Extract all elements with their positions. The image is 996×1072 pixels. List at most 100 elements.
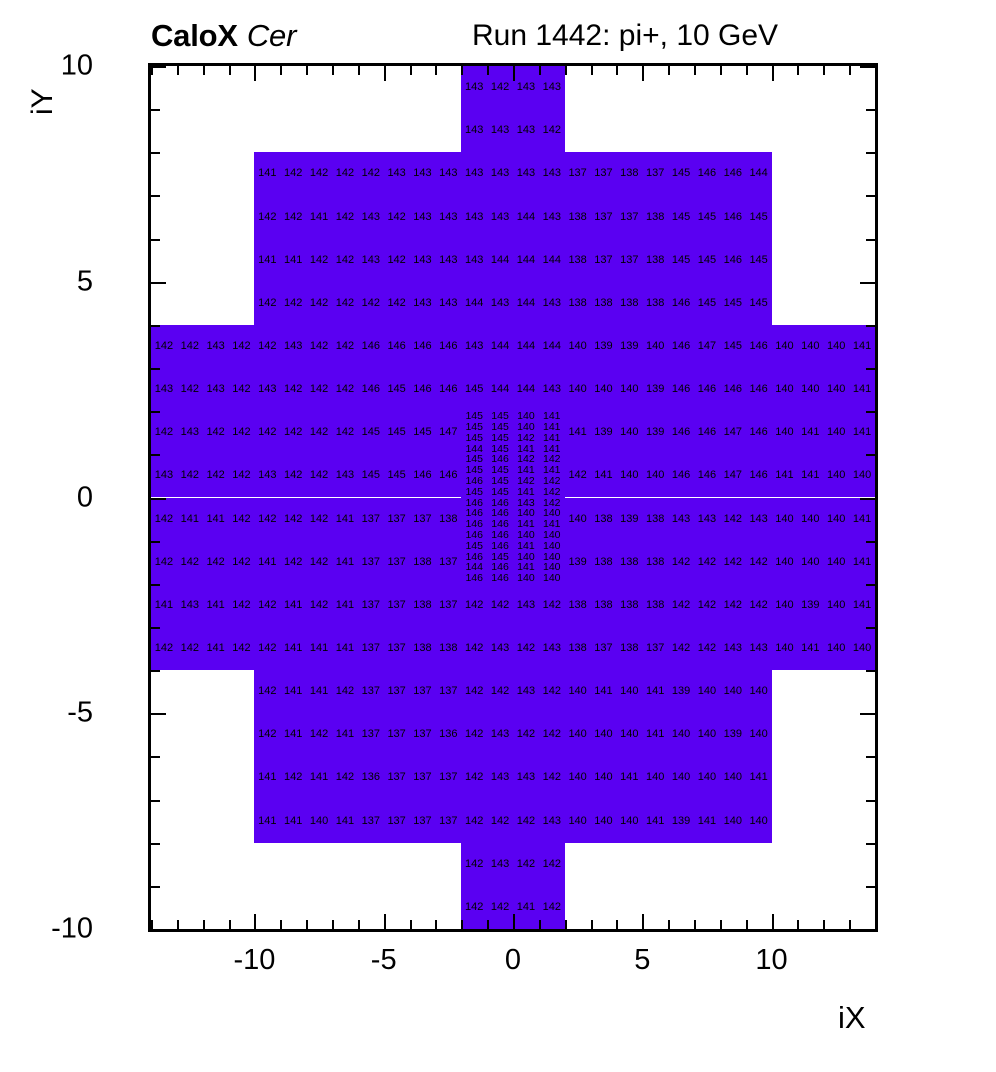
histogram-cell: 143 xyxy=(435,152,462,196)
histogram-cell: 142 xyxy=(280,368,307,412)
histogram-cell: 140 xyxy=(616,454,643,498)
axis-tick xyxy=(151,920,153,929)
histogram-cell: 140 xyxy=(513,508,539,520)
histogram-cell: 140 xyxy=(306,799,332,843)
histogram-cell: 142 xyxy=(306,713,332,757)
histogram-cell: 142 xyxy=(538,476,565,487)
histogram-cell: 140 xyxy=(642,324,669,369)
histogram-cell: 138 xyxy=(564,583,591,627)
histogram-cell: 140 xyxy=(616,670,643,714)
histogram-cell: 142 xyxy=(151,411,177,455)
histogram-cell: 142 xyxy=(332,756,358,800)
histogram-cell: 145 xyxy=(383,411,410,455)
histogram-cell: 141 xyxy=(306,670,332,714)
histogram-cell: 141 xyxy=(513,487,539,498)
histogram-cell: 140 xyxy=(616,411,643,455)
histogram-cell: 142 xyxy=(668,540,694,584)
histogram-cell: 146 xyxy=(745,324,772,369)
histogram-cell: 141 xyxy=(151,583,177,627)
histogram-cell: 142 xyxy=(513,626,539,671)
histogram-cell: 140 xyxy=(564,497,591,541)
histogram-cell: 140 xyxy=(564,368,591,412)
histogram-cell: 143 xyxy=(694,497,720,541)
histogram-cell: 143 xyxy=(513,670,539,714)
histogram-cell: 142 xyxy=(461,670,488,714)
histogram-cell: 142 xyxy=(228,411,255,455)
histogram-cell: 138 xyxy=(616,626,643,671)
histogram-cell: 138 xyxy=(564,238,591,282)
axis-tick xyxy=(866,756,875,759)
histogram-cell: 142 xyxy=(254,324,281,369)
histogram-cell: 141 xyxy=(538,519,565,530)
histogram-cell: 145 xyxy=(668,238,694,282)
histogram-cell: 140 xyxy=(538,508,565,520)
histogram-cell: 143 xyxy=(435,195,462,239)
histogram-cell: 141 xyxy=(616,756,643,800)
histogram-cell: 137 xyxy=(642,152,669,196)
histogram-cell: 140 xyxy=(513,573,539,584)
histogram-cell: 142 xyxy=(254,670,281,714)
plot-frame: 143 142 143 143 143 143 143 142 141 142 142 142 142 1… xyxy=(148,63,878,932)
histogram-cell: 143 xyxy=(461,109,488,153)
histogram-cell: 142 xyxy=(280,411,307,455)
histogram-cell: 136 xyxy=(435,713,462,757)
histogram-cell: 138 xyxy=(409,626,436,671)
histogram-cell: 140 xyxy=(538,562,565,573)
histogram-cell: 141 xyxy=(797,411,824,455)
histogram-cell: 146 xyxy=(435,324,462,369)
y-axis-title: iY xyxy=(26,88,59,115)
histogram-cell: 146 xyxy=(719,238,746,282)
axis-tick xyxy=(564,66,567,75)
histogram-cell: 141 xyxy=(176,497,203,541)
histogram-cell: 142 xyxy=(719,540,746,584)
histogram-cell: 146 xyxy=(357,324,384,369)
histogram-cell: 138 xyxy=(590,540,617,584)
axis-tick xyxy=(823,66,826,75)
y-tick-label: 0 xyxy=(76,481,93,513)
histogram-cell: 142 xyxy=(357,152,384,196)
histogram-cell: 141 xyxy=(590,454,617,498)
histogram-cell: 142 xyxy=(254,497,281,541)
histogram-cell: 145 xyxy=(487,411,513,422)
histogram-cell: 141 xyxy=(513,444,539,455)
axis-tick xyxy=(151,66,153,75)
axis-tick xyxy=(151,281,166,284)
histogram-cell: 137 xyxy=(383,670,410,714)
histogram-cell: 143 xyxy=(487,842,513,886)
histogram-cell: 142 xyxy=(254,713,281,757)
histogram-cell: 142 xyxy=(461,799,488,843)
histogram-cell: 141 xyxy=(306,626,332,671)
axis-tick xyxy=(866,799,875,802)
histogram-cell: 141 xyxy=(538,433,565,444)
axis-tick xyxy=(860,929,875,931)
histogram-cell: 142 xyxy=(383,281,410,325)
histogram-cell: 139 xyxy=(668,670,694,714)
axis-tick xyxy=(151,583,160,586)
histogram-cell: 143 xyxy=(487,152,513,196)
histogram-cell: 138 xyxy=(590,497,617,541)
histogram-cell: 143 xyxy=(487,756,513,800)
histogram-cell: 145 xyxy=(694,195,720,239)
axis-tick xyxy=(254,66,257,81)
axis-tick xyxy=(616,920,619,929)
axis-tick xyxy=(797,66,800,75)
histogram-cell: 141 xyxy=(332,626,358,671)
histogram-cell: 142 xyxy=(461,713,488,757)
axis-tick xyxy=(860,713,875,716)
axis-tick xyxy=(151,842,160,845)
histogram-cell: 143 xyxy=(332,454,358,498)
histogram-cell: 142 xyxy=(228,626,255,671)
histogram-cell: 140 xyxy=(616,799,643,843)
y-tick-label: 5 xyxy=(76,265,93,298)
histogram-cell: 140 xyxy=(564,799,591,843)
histogram-cell: 140 xyxy=(694,713,720,757)
histogram-cell: 143 xyxy=(151,368,177,412)
histogram-cell: 139 xyxy=(590,324,617,369)
histogram-cell: 140 xyxy=(694,756,720,800)
histogram-cell: 143 xyxy=(487,195,513,239)
histogram-cell: 145 xyxy=(487,444,513,455)
experiment-name: CaloX xyxy=(151,18,238,53)
histogram-cell: 138 xyxy=(564,195,591,239)
histogram-cell: 143 xyxy=(513,583,539,627)
histogram-cell: 142 xyxy=(513,476,539,487)
